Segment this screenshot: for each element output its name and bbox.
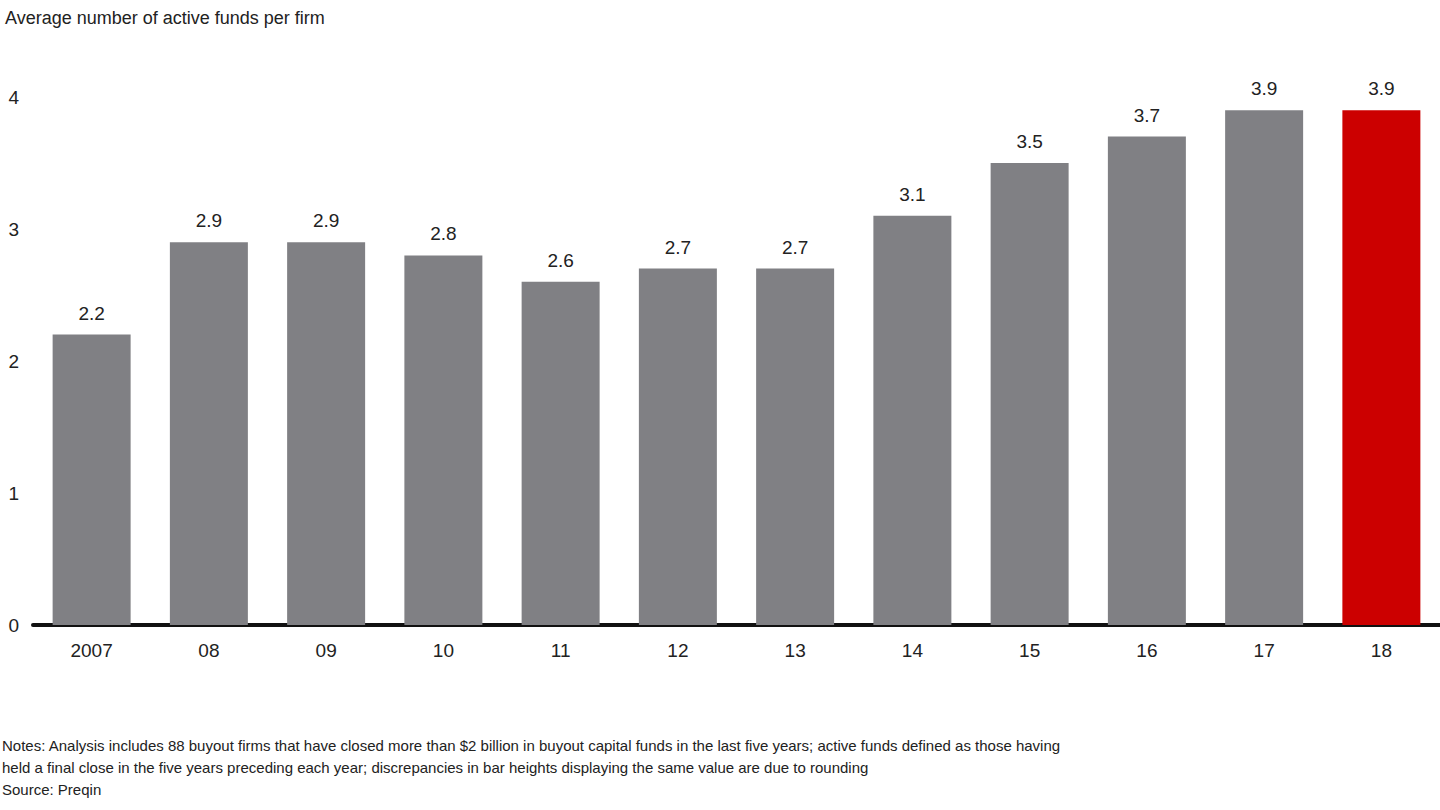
svg-text:2.6: 2.6 [547,250,573,271]
svg-text:Notes: Analysis includes 88 bu: Notes: Analysis includes 88 buyout firms… [2,737,1060,754]
svg-text:08: 08 [198,640,219,661]
svg-text:16: 16 [1136,640,1157,661]
svg-text:0: 0 [8,615,19,636]
svg-text:2.7: 2.7 [665,237,691,258]
svg-text:3.5: 3.5 [1016,131,1042,152]
svg-text:2.9: 2.9 [196,210,222,231]
svg-text:18: 18 [1371,640,1392,661]
svg-text:15: 15 [1019,640,1040,661]
svg-text:09: 09 [316,640,337,661]
svg-text:3.9: 3.9 [1368,78,1394,99]
svg-text:3.7: 3.7 [1134,105,1160,126]
svg-text:2.8: 2.8 [430,223,456,244]
svg-text:1: 1 [8,483,19,504]
svg-text:10: 10 [433,640,454,661]
svg-text:12: 12 [667,640,688,661]
svg-text:2.2: 2.2 [78,303,104,324]
svg-text:17: 17 [1254,640,1275,661]
svg-text:3.1: 3.1 [899,184,925,205]
svg-text:3.9: 3.9 [1251,78,1277,99]
svg-text:4: 4 [8,87,19,108]
svg-text:2.9: 2.9 [313,210,339,231]
svg-text:14: 14 [902,640,924,661]
svg-text:held a final close in the five: held a final close in the five years pre… [2,759,868,776]
svg-text:Source: Preqin: Source: Preqin [2,781,101,798]
svg-text:Average number of active funds: Average number of active funds per firm [5,8,325,28]
svg-text:2.7: 2.7 [782,237,808,258]
svg-text:13: 13 [785,640,806,661]
svg-text:11: 11 [551,640,571,661]
svg-text:3: 3 [8,219,19,240]
svg-text:2: 2 [8,351,19,372]
svg-text:2007: 2007 [70,640,112,661]
